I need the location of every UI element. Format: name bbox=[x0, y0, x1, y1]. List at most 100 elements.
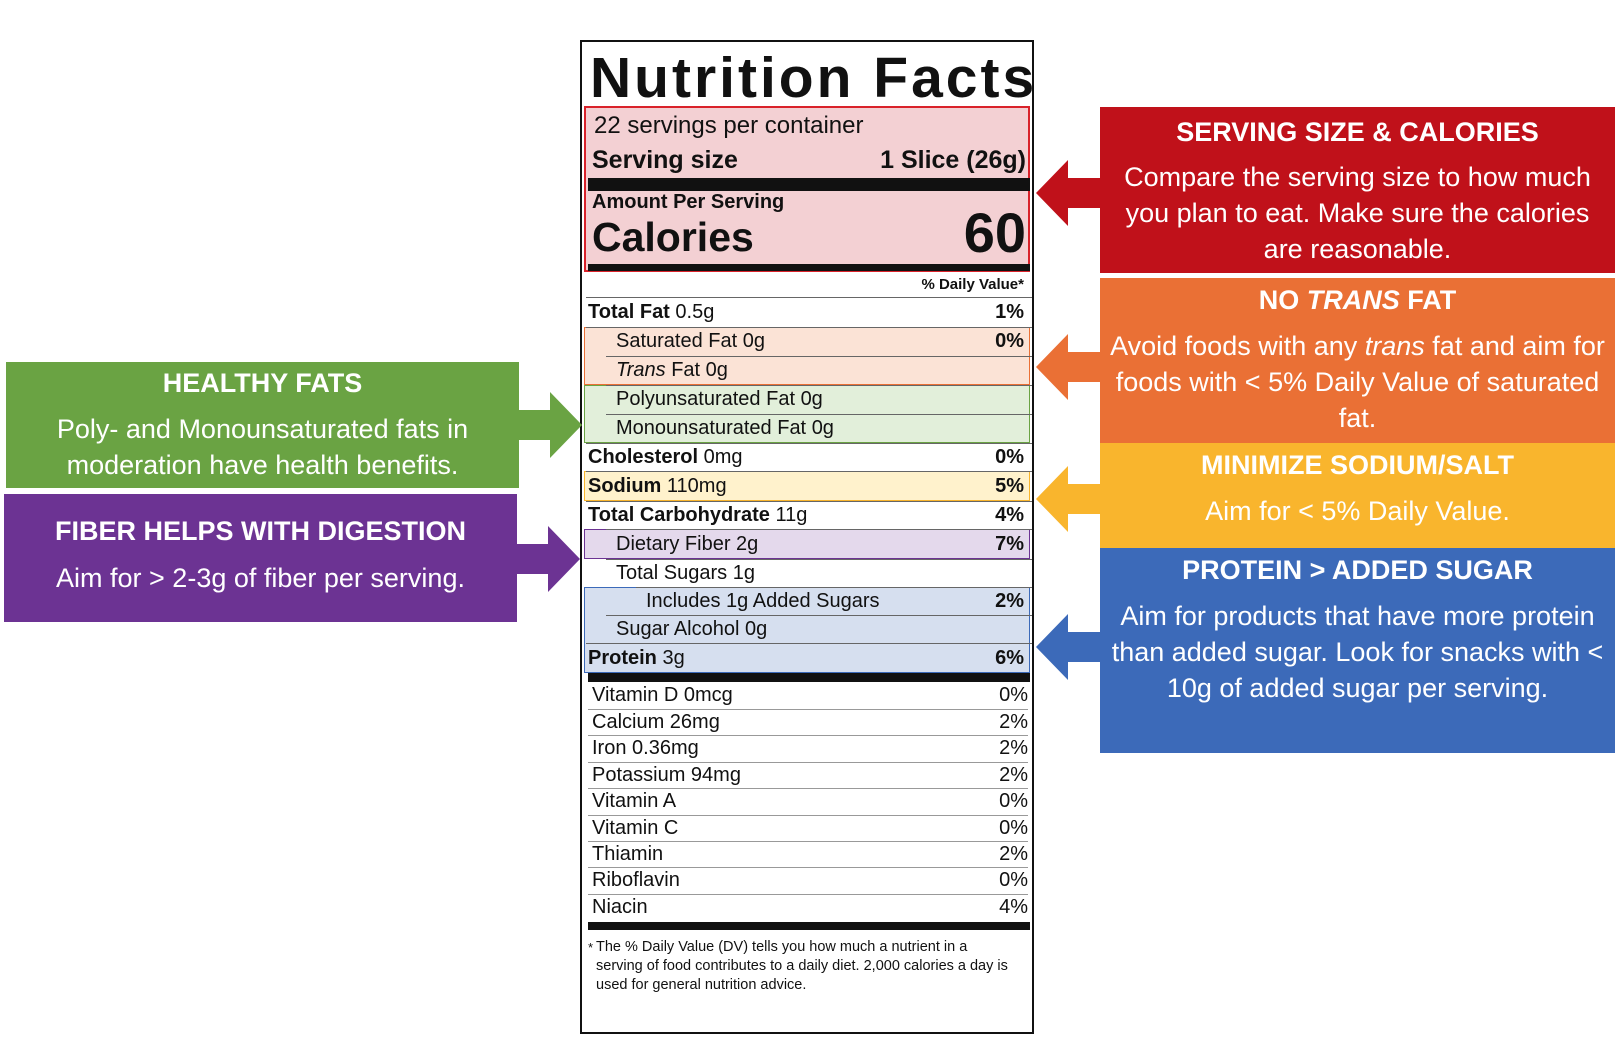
vitamin-row: Calcium 26mg 2% bbox=[586, 709, 1030, 736]
nutrient-amount: 110mg bbox=[666, 475, 727, 497]
callout-heading-post: FAT bbox=[1399, 285, 1457, 315]
divider bbox=[586, 443, 1032, 444]
divider bbox=[636, 587, 1032, 588]
callout-body: Avoid foods with any trans fat and aim f… bbox=[1100, 317, 1615, 436]
nutrient-name: Polyunsaturated Fat bbox=[616, 388, 795, 410]
divider bbox=[588, 841, 1028, 842]
medium-divider bbox=[588, 264, 1030, 271]
nutrient-amount: 0mg bbox=[703, 446, 743, 468]
calories-label: Calories bbox=[592, 214, 754, 260]
nutrient-amount: 3g bbox=[662, 647, 685, 669]
nutrient-name: Sodium bbox=[588, 475, 662, 497]
callout-heading: MINIMIZE SODIUM/SALT bbox=[1201, 450, 1514, 480]
vitamin-name: Vitamin A bbox=[592, 790, 677, 812]
divider bbox=[586, 471, 1032, 472]
nutrient-row-sodium: Sodium 110mg 5% bbox=[582, 472, 1028, 501]
vitamin-row: Potassium 94mg 2% bbox=[586, 762, 1030, 789]
divider bbox=[588, 815, 1028, 816]
vitamin-row: Riboflavin 0% bbox=[586, 867, 1030, 894]
nutrient-dv: 0% bbox=[995, 446, 1024, 468]
vitamin-row: Vitamin A 0% bbox=[586, 788, 1030, 815]
highlight-protein-sugar bbox=[584, 587, 1030, 673]
divider bbox=[588, 867, 1028, 868]
nutrient-row-total-carbohydrate: Total Carbohydrate 11g 4% bbox=[582, 501, 1028, 530]
serving-size-label: Serving size bbox=[592, 146, 738, 174]
nutrient-name: Protein bbox=[588, 647, 657, 669]
callout-heading: SERVING SIZE & CALORIES bbox=[1176, 117, 1539, 147]
nutrient-name: Total Sugars bbox=[616, 562, 728, 584]
divider bbox=[588, 762, 1028, 763]
divider bbox=[586, 327, 1032, 328]
divider bbox=[606, 385, 1032, 386]
nutrient-amount: 1g bbox=[732, 562, 755, 584]
callout-body-em: trans bbox=[1364, 331, 1425, 361]
callout-heading: FIBER HELPS WITH DIGESTION bbox=[54, 516, 466, 546]
vitamin-dv: 2% bbox=[999, 764, 1028, 786]
serving-size-value: 1 Slice (26g) bbox=[880, 146, 1026, 174]
callout-heading-em: TRANS bbox=[1306, 285, 1400, 315]
arrow-right-icon bbox=[516, 392, 582, 458]
nutrient-amount: 2g bbox=[736, 533, 759, 555]
daily-value-header: % Daily Value* bbox=[921, 276, 1024, 293]
highlight-fiber bbox=[584, 529, 1030, 559]
vitamin-row: Iron 0.36mg 2% bbox=[586, 735, 1030, 762]
nutrient-row-total-sugars: Total Sugars 1g bbox=[582, 559, 1028, 588]
callout-minimize-sodium: MINIMIZE SODIUM/SALT Aim for < 5% Daily … bbox=[1100, 443, 1615, 548]
nutrient-row-monounsaturated-fat: Monounsaturated Fat 0g bbox=[582, 414, 1028, 443]
vitamin-dv: 0% bbox=[999, 684, 1028, 706]
callout-protein-added-sugar: PROTEIN > ADDED SUGAR Aim for products t… bbox=[1100, 548, 1615, 753]
divider bbox=[606, 615, 1032, 616]
callout-serving-size: SERVING SIZE & CALORIES Compare the serv… bbox=[1100, 107, 1615, 273]
divider bbox=[588, 894, 1028, 895]
nutrient-row-sugar-alcohol: Sugar Alcohol 0g bbox=[582, 615, 1028, 644]
servings-per-container: 22 servings per container bbox=[594, 112, 864, 139]
callout-body: Aim for products that have more protein … bbox=[1111, 601, 1604, 703]
nutrient-name: Includes 1g Added Sugars bbox=[646, 590, 880, 612]
nutrient-row-saturated-fat: Saturated Fat 0g 0% bbox=[582, 327, 1028, 356]
callout-body: Aim for < 5% Daily Value. bbox=[1205, 496, 1510, 526]
vitamin-row: Vitamin C 0% bbox=[586, 815, 1030, 842]
nutrient-dv: 6% bbox=[995, 647, 1024, 669]
nutrient-row-cholesterol: Cholesterol 0mg 0% bbox=[582, 443, 1028, 472]
nutrient-name: Sugar Alcohol bbox=[616, 618, 740, 640]
nutrient-amount: 0g bbox=[811, 417, 834, 439]
thick-divider bbox=[588, 922, 1030, 930]
nutrient-row-trans-fat: Trans Fat 0g bbox=[582, 356, 1028, 385]
nutrient-amount: 11g bbox=[775, 504, 808, 526]
label-title: Nutrition Facts bbox=[590, 46, 1038, 110]
divider bbox=[606, 356, 1032, 357]
vitamin-row: Niacin 4% bbox=[586, 894, 1030, 921]
vitamin-dv: 0% bbox=[999, 869, 1028, 891]
callout-heading: PROTEIN > ADDED SUGAR bbox=[1182, 555, 1533, 585]
nutrient-row-added-sugars: Includes 1g Added Sugars 2% bbox=[582, 587, 1028, 616]
footnote-text: The % Daily Value (DV) tells you how muc… bbox=[596, 939, 1008, 993]
vitamin-name: Vitamin C bbox=[592, 817, 679, 839]
vitamin-name: Iron 0.36mg bbox=[592, 737, 699, 759]
nutrient-dv: 0% bbox=[995, 330, 1024, 352]
nutrient-dv: 4% bbox=[995, 504, 1024, 526]
nutrient-amount: 0g bbox=[800, 388, 823, 410]
vitamin-name: Riboflavin bbox=[592, 869, 680, 891]
arrow-right-icon bbox=[514, 526, 580, 592]
nutrient-row-total-fat: Total Fat 0.5g 1% bbox=[582, 298, 1028, 327]
nutrient-name: Total Carbohydrate bbox=[588, 504, 770, 526]
arrow-left-icon bbox=[1036, 614, 1102, 680]
nutrient-name: Total Fat bbox=[588, 301, 670, 323]
footnote-asterisk: * bbox=[588, 940, 594, 955]
arrow-left-icon bbox=[1036, 160, 1102, 226]
nutrition-facts-label: Nutrition Facts 22 servings per containe… bbox=[580, 40, 1034, 1034]
nutrient-name: Dietary Fiber bbox=[616, 533, 731, 555]
vitamin-dv: 2% bbox=[999, 843, 1028, 865]
vitamin-dv: 0% bbox=[999, 790, 1028, 812]
nutrient-dv: 5% bbox=[995, 475, 1024, 497]
divider bbox=[586, 501, 1032, 502]
nutrient-dv: 1% bbox=[995, 301, 1024, 323]
footnote: * The % Daily Value (DV) tells you how m… bbox=[588, 938, 1016, 995]
callout-body-pre: Avoid foods with any bbox=[1110, 331, 1365, 361]
vitamin-dv: 4% bbox=[999, 896, 1028, 918]
vitamin-name: Niacin bbox=[592, 896, 648, 918]
vitamin-name: Potassium 94mg bbox=[592, 764, 741, 786]
vitamin-name: Thiamin bbox=[592, 843, 664, 865]
nutrient-dv: 2% bbox=[995, 590, 1024, 612]
divider bbox=[606, 529, 1032, 530]
